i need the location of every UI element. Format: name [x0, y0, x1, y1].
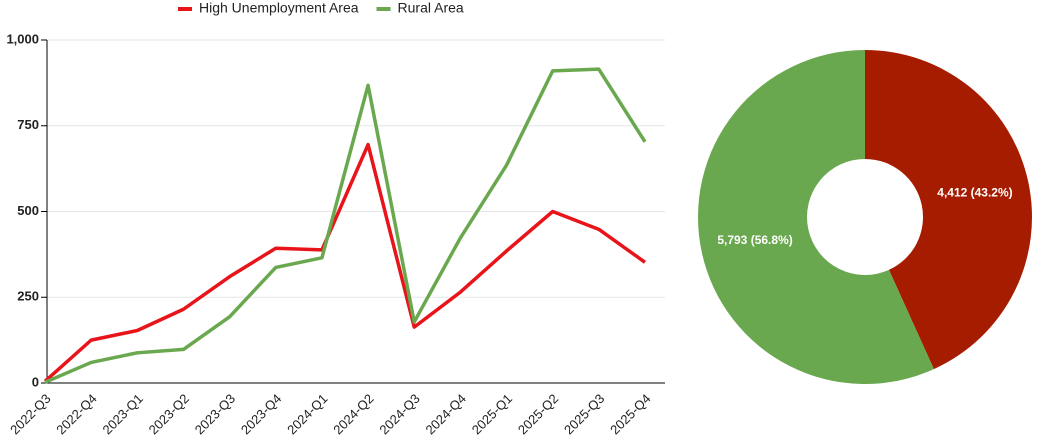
x-tick-label: 2022-Q4 [53, 391, 99, 437]
x-tick-label: 2024-Q3 [376, 391, 422, 437]
x-tick-label: 2024-Q1 [284, 391, 330, 437]
x-tick-label: 2025-Q2 [515, 391, 561, 437]
x-tick-label: 2025-Q1 [469, 391, 515, 437]
line-series [44, 67, 647, 384]
x-tick-label: 2025-Q4 [607, 391, 653, 437]
y-tick-label: 500 [17, 203, 39, 218]
x-tick-label: 2025-Q3 [561, 391, 607, 437]
x-tick-label: 2022-Q3 [7, 391, 53, 437]
x-tick-label: 2023-Q2 [146, 391, 192, 437]
legend-label: High Unemployment Area [199, 0, 359, 16]
y-tick-label: 1,000 [6, 31, 39, 46]
y-tick-label: 250 [17, 289, 39, 304]
donut-slice [865, 50, 1032, 370]
legend-label: Rural Area [398, 0, 464, 16]
x-tick-label: 2024-Q2 [330, 391, 376, 437]
value-label: 4,412 (43.2%) [937, 185, 1012, 199]
x-tick-label: 2023-Q4 [238, 391, 284, 437]
y-tick-label: 750 [17, 117, 39, 132]
x-tick-label: 2024-Q4 [423, 391, 469, 437]
x-tick-label: 2023-Q1 [99, 391, 145, 437]
donut-slice [697, 50, 934, 385]
line-series [43, 142, 647, 383]
x-tick-label: 2023-Q3 [192, 391, 238, 437]
value-label: 5,793 (56.8%) [717, 233, 792, 247]
y-tick-label: 0 [32, 374, 39, 389]
